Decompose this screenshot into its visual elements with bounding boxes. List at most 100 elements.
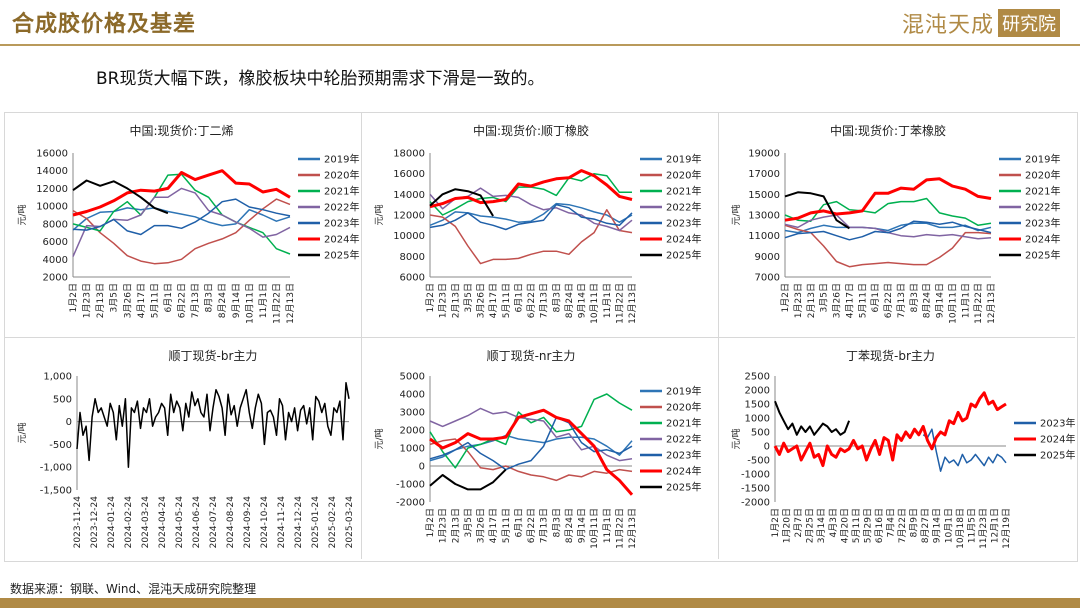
legend-label: 2022年 xyxy=(324,201,359,214)
legend-label: 2024年 xyxy=(666,465,701,478)
chart-title: 顺丁现货-nr主力 xyxy=(487,348,576,363)
legend-label: 2022年 xyxy=(1025,201,1060,214)
x-tick-label: 1月20日 xyxy=(782,508,793,543)
series-line-6 xyxy=(429,468,507,491)
x-tick-label: 1月23日 xyxy=(438,283,449,318)
y-tick-label: 17000 xyxy=(748,169,780,180)
y-tick-label: 2500 xyxy=(745,372,770,383)
chart-br-basis: 顺丁现货-br主力 -1,500 -1,000 -500 0 500 1,000 元/吨 202… xyxy=(5,338,361,559)
legend-label: 2020年 xyxy=(324,169,359,182)
series-line-0 xyxy=(429,202,633,226)
y-axis-label: 元/吨 xyxy=(373,204,385,225)
x-tick-label: 2024-07-24 xyxy=(209,496,219,549)
y-tick-label: 13000 xyxy=(748,211,780,222)
x-tick-label: 9月14日 xyxy=(932,508,943,543)
series-line-2 xyxy=(774,400,851,436)
x-tick-label: 12月13日 xyxy=(627,283,638,324)
x-tick-label: 3月5日 xyxy=(463,283,474,312)
y-tick-label: 1500 xyxy=(745,400,770,411)
y-tick-label: 2000 xyxy=(400,426,425,437)
y-tick-label: -1000 xyxy=(741,470,770,481)
x-tick-label: 1月2日 xyxy=(780,283,791,312)
x-tick-label: 1月23日 xyxy=(82,283,93,318)
x-tick-label: 7月13日 xyxy=(190,283,201,318)
legend-label: 2024年 xyxy=(1040,433,1075,446)
x-tick-label: 7月4日 xyxy=(886,508,897,537)
x-tick-label: 8月27日 xyxy=(920,508,931,543)
y-tick-label: 1000 xyxy=(400,444,425,455)
chart-br-nr-spread: 顺丁现货-nr主力 -2000 -1000 0 1000 2000 3000 4000 5000… xyxy=(362,338,718,559)
x-tick-label: 5月11日 xyxy=(149,283,160,318)
y-axis-label: 元/吨 xyxy=(16,204,28,225)
legend-label: 2023年 xyxy=(666,217,701,230)
x-tick-label: 10月11日 xyxy=(244,283,255,324)
legend-label: 2024年 xyxy=(1025,233,1060,246)
y-tick-label: -1000 xyxy=(396,480,425,491)
series-line-5 xyxy=(429,408,634,496)
x-tick-label: 11月22日 xyxy=(614,508,625,549)
x-tick-label: 10月11日 xyxy=(947,283,958,324)
x-tick-label: 11月1日 xyxy=(258,283,269,318)
page-title: 合成胶价格及基差 xyxy=(12,11,197,37)
legend-label: 2021年 xyxy=(666,185,701,198)
x-tick-label: 2月7日 xyxy=(793,508,804,537)
y-tick-label: -500 xyxy=(49,440,72,451)
y-tick-label: 8000 xyxy=(400,252,425,263)
y-tick-label: 6000 xyxy=(400,273,425,284)
series-line-6 xyxy=(429,188,494,217)
x-tick-label: 8月3日 xyxy=(204,283,215,312)
legend-label: 2022年 xyxy=(666,433,701,446)
x-tick-label: 1月2日 xyxy=(425,508,436,537)
x-tick-label: 4月17日 xyxy=(488,508,499,543)
series-line-4 xyxy=(72,198,291,236)
series-line-4 xyxy=(429,203,633,231)
series-line-4 xyxy=(784,220,992,241)
chart-butadiene-price: 中国:现货价:丁二烯 2000 4000 6000 8000 10000 12000 1400… xyxy=(5,113,361,337)
x-tick-label: 2024-01-24 xyxy=(107,496,117,549)
x-tick-label: 10月11日 xyxy=(589,508,600,549)
x-tick-label: 2025-03-24 xyxy=(345,496,355,549)
series-line-1 xyxy=(72,198,291,265)
x-tick-label: 3月26日 xyxy=(832,283,843,318)
y-tick-label: 16000 xyxy=(393,169,425,180)
legend-label: 2023年 xyxy=(666,449,701,462)
y-tick-label: 500 xyxy=(53,394,72,405)
x-tick-label: 2月13日 xyxy=(450,508,461,543)
x-tick-label: 6月22日 xyxy=(526,508,537,543)
x-tick-label: 2月13日 xyxy=(95,283,106,318)
y-tick-label: 11000 xyxy=(748,231,780,242)
x-tick-label: 11月5日 xyxy=(966,508,977,543)
x-tick-label: 6月1日 xyxy=(163,283,174,312)
x-tick-label: 2月25日 xyxy=(805,508,816,543)
series-line-0 xyxy=(76,382,350,468)
x-tick-label: 6月1日 xyxy=(870,283,881,312)
y-tick-label: 4000 xyxy=(43,255,68,266)
slide-subtitle: BR现货大幅下跌，橡胶板块中轮胎预期需求下滑是一致的。 xyxy=(96,69,545,89)
y-tick-label: 6000 xyxy=(43,237,68,248)
x-tick-label: 4月20日 xyxy=(839,508,850,543)
x-tick-label: 4月17日 xyxy=(136,283,147,318)
chart-title: 顺丁现货-br主力 xyxy=(169,348,258,363)
x-tick-label: 4月17日 xyxy=(488,283,499,318)
chart-title: 中国:现货价:丁二烯 xyxy=(129,123,233,138)
x-tick-label: 12月13日 xyxy=(285,283,296,324)
chart-sbr-br-spread: 丁苯现货-br主力 -2000 -1500 -1000 -500 0 500 1000 1500… xyxy=(719,338,1075,559)
y-tick-label: 1,000 xyxy=(43,372,72,383)
y-tick-label: 3000 xyxy=(400,408,425,419)
x-tick-label: 5月11日 xyxy=(857,283,868,318)
x-tick-label: 3月26日 xyxy=(122,283,133,318)
x-tick-label: 12月13日 xyxy=(627,508,638,549)
x-tick-label: 4月17日 xyxy=(844,283,855,318)
legend-label: 2025年 xyxy=(666,481,701,494)
x-tick-label: 9月14日 xyxy=(577,283,588,318)
x-tick-label: 3月26日 xyxy=(476,508,487,543)
series-line-1 xyxy=(773,391,1007,468)
x-tick-label: 7月13日 xyxy=(896,283,907,318)
x-tick-label: 11月1日 xyxy=(960,283,971,318)
x-tick-label: 10月18日 xyxy=(955,508,966,549)
y-tick-label: 14000 xyxy=(393,190,425,201)
legend-label: 2021年 xyxy=(666,417,701,430)
legend-label: 2023年 xyxy=(1040,417,1075,430)
legend-label: 2025年 xyxy=(324,249,359,262)
x-tick-label: 5月11日 xyxy=(851,508,862,543)
